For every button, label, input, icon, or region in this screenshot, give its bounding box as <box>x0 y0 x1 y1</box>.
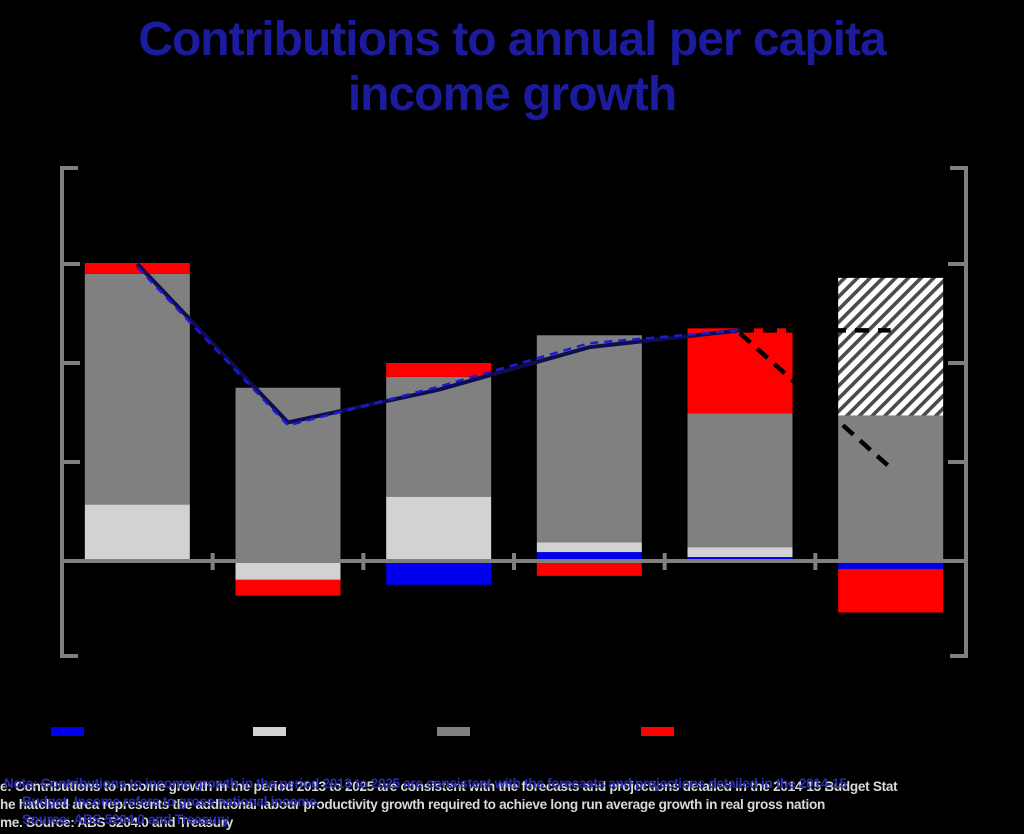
legend-swatch-light-gray <box>253 727 286 736</box>
dashed-blue-line <box>136 266 741 427</box>
bar-3-blue-segment <box>386 563 492 585</box>
chart-title: Contributions to annual per capita incom… <box>0 12 1024 122</box>
legend-swatch-red <box>641 727 674 736</box>
bar-3-light-gray-segment <box>386 496 492 561</box>
legend-swatch-blue <box>51 727 84 736</box>
bar-5-red-segment <box>687 328 793 414</box>
bar-6-blue-segment <box>838 563 944 569</box>
bar-6-hatched-segment <box>838 277 944 416</box>
bar-2-light-gray-segment <box>235 563 341 580</box>
chart-title-line-1: Contributions to annual per capita <box>138 13 886 66</box>
bar-4-gray-segment <box>536 335 642 543</box>
bar-5-gray-segment <box>687 413 793 548</box>
bar-4-red-segment <box>536 563 642 576</box>
bar-1-gray-segment <box>84 273 190 505</box>
bar-6-red-segment <box>838 568 944 613</box>
chart-title-line-2: income growth <box>347 68 677 121</box>
footnote-blue-line-1: Note: Contributions to income growth in … <box>4 776 847 791</box>
bar-6-gray-segment <box>838 415 944 561</box>
bar-5-light-gray-segment <box>687 547 793 558</box>
footnote-white-line-1: e: Contributions to income growth in the… <box>0 779 898 794</box>
legend-swatch-gray <box>437 727 470 736</box>
bar-4-light-gray-segment <box>536 542 642 553</box>
bar-1-light-gray-segment <box>84 504 190 561</box>
bar-3-red-segment <box>386 363 492 377</box>
footnote-white-line-2: he hatched area represents the additiona… <box>0 797 825 812</box>
footnote-white-line-3: me. Source: ABS 5204.0 and Treasury <box>0 815 234 830</box>
solid-navy-line <box>135 262 741 425</box>
bar-3-gray-segment <box>386 376 492 497</box>
decline-dashed-projection <box>738 331 893 470</box>
footnote-blue-line-3: Source: ABS 5204.0 and Treasury <box>22 812 230 827</box>
footnote-blue-line-2: Budget. Income refers to gross national … <box>22 794 320 809</box>
bar-4-blue-segment <box>536 552 642 561</box>
bar-2-red-segment <box>235 579 341 596</box>
